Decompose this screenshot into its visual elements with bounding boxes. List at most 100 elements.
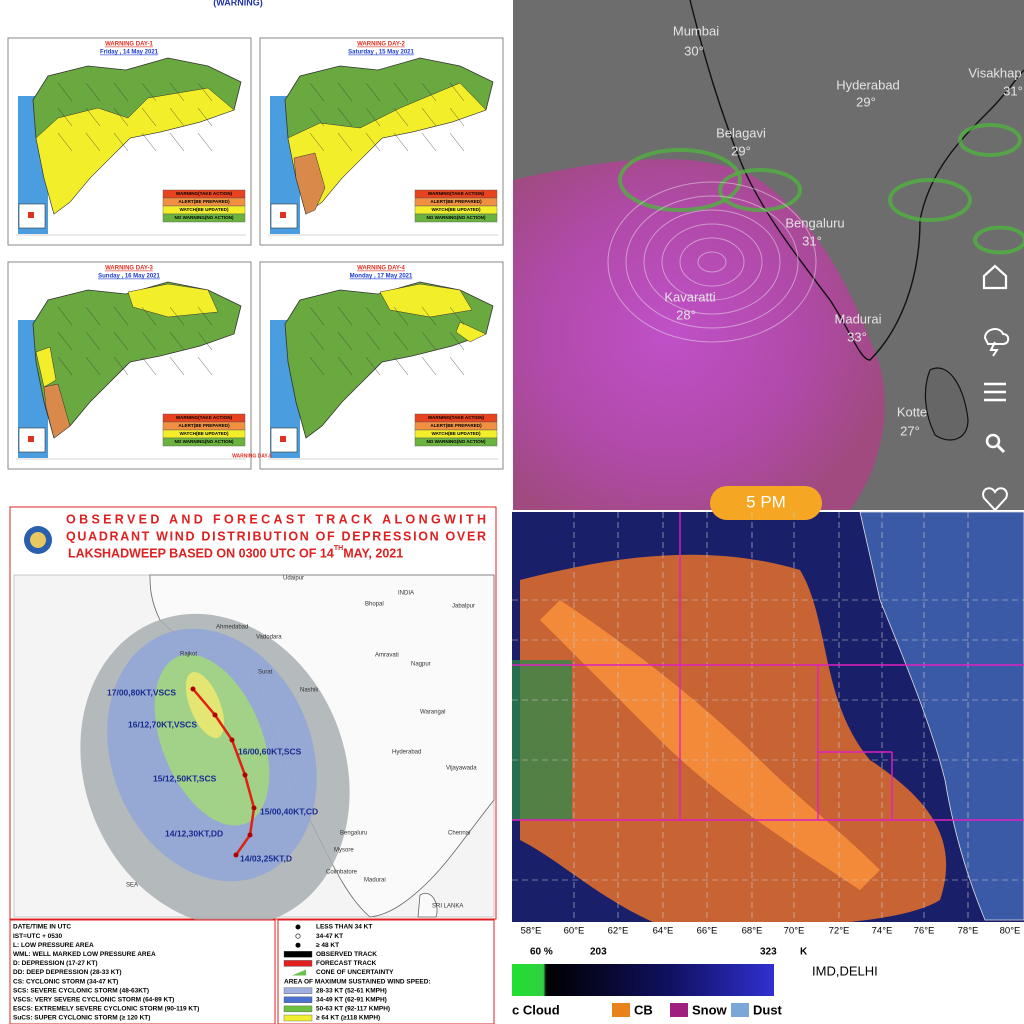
sri-lanka (924, 367, 969, 441)
district-border (85, 132, 101, 152)
district-border (169, 107, 185, 127)
note: WML: WELL MARKED LOW PRESSURE AREA (13, 951, 156, 958)
imd-logo-inner (30, 532, 46, 548)
legend-item: OBSERVED TRACK (316, 951, 377, 958)
district-border (309, 132, 325, 152)
district-border (85, 306, 101, 326)
place-label: INDIA (398, 591, 414, 597)
inset-mark (280, 436, 286, 442)
legend-item: LESS THAN 34 KT (316, 924, 372, 931)
wind-swirl (607, 181, 817, 343)
district-border (57, 356, 73, 376)
district-border (421, 82, 437, 102)
note: D: DEPRESSION (17-27 KT) (13, 960, 98, 967)
lon-label: 80°E (1000, 926, 1021, 937)
legend-swatch (612, 1003, 630, 1017)
panel-title: WARNING DAY-3 (105, 266, 153, 272)
district-border (421, 306, 437, 326)
lon-label: 58°E (521, 926, 542, 937)
note: IST=UTC + 0530 (13, 933, 63, 940)
home-icon[interactable] (982, 264, 1008, 290)
city-temp: 29° (856, 94, 876, 109)
district-border (365, 82, 381, 102)
legend-symbol (295, 924, 301, 930)
district-border (337, 306, 353, 326)
source-label: IMD,DELHI (812, 963, 878, 978)
place-label: SRI LANKA (432, 904, 463, 910)
time-pill (710, 486, 822, 520)
place-label: Rajkot (180, 652, 197, 658)
track-point (229, 737, 235, 743)
place-label: Coimbatore (326, 870, 358, 876)
footer: WARNING DAY-5 (232, 453, 272, 459)
track-label: 16/12,70KT,VSCS (128, 719, 197, 729)
legend-item: NO WARNING(NO ACTION) (174, 215, 234, 220)
track-point (233, 852, 239, 858)
place-label: Surat (258, 670, 273, 676)
legend-item: ALERT(BE PREPARED) (178, 199, 230, 204)
district-border (169, 331, 185, 351)
legend-item: 34-47 KT (316, 933, 343, 940)
legend-symbol (295, 933, 301, 939)
weather-icon[interactable] (983, 328, 1010, 357)
lon-label: 62°E (608, 926, 629, 937)
legend-item: WATCH(BE UPDATED) (431, 431, 481, 436)
district-border (449, 331, 465, 351)
district-border (393, 82, 409, 102)
legend-symbol (292, 969, 306, 976)
track-point (251, 805, 257, 811)
district-border (141, 306, 157, 326)
district-border (113, 306, 129, 326)
note: DATE/TIME IN UTC (13, 924, 71, 931)
district-border (393, 356, 409, 376)
panel-title: WARNING DAY-1 (105, 42, 153, 48)
legend-item: WARNING(TAKE ACTION) (428, 191, 485, 196)
legend-swatch (731, 1003, 749, 1017)
legend-item: 34-49 KT (62-91 KMPH) (316, 997, 387, 1004)
note: DD: DEEP DEPRESSION (28-33 KT) (13, 969, 122, 976)
place-label: Ahmedabad (216, 625, 248, 631)
search-icon[interactable] (985, 433, 1001, 449)
place-label: SEA (126, 883, 138, 889)
place-label: Madurai (364, 878, 386, 884)
city-name: Kotte (897, 404, 927, 419)
note: L: LOW PRESSURE AREA (13, 942, 94, 949)
warning-zone (127, 283, 219, 318)
district-border (337, 331, 353, 351)
favorite-icon[interactable] (982, 487, 1008, 512)
district-border (57, 82, 73, 102)
city-name: Madurai (835, 311, 882, 326)
panel-title: WARNING DAY-2 (357, 42, 405, 48)
wind-swirl (697, 251, 727, 273)
district-border (141, 331, 157, 351)
district-border (57, 306, 73, 326)
wind-swirl (643, 209, 781, 315)
legend-item: Snow (692, 1002, 728, 1017)
district-border (309, 107, 325, 127)
district-border (393, 107, 409, 127)
district-border (393, 132, 409, 152)
district-border (337, 107, 353, 127)
district-border (197, 356, 213, 376)
district-border (421, 331, 437, 351)
district-border (141, 107, 157, 127)
wind-swirl (679, 237, 745, 287)
cone-area (154, 654, 270, 826)
district-border (113, 82, 129, 102)
note: VSCS: VERY SEVERE CYCLONIC STORM (64-89 … (13, 997, 174, 1004)
colorbar-label: 60 % (530, 947, 553, 958)
district-border (393, 331, 409, 351)
legend-item: FORECAST TRACK (316, 960, 377, 967)
legend-item: ALERT(BE PREPARED) (178, 423, 230, 428)
legend-item: 50-63 KT (92-117 KMPH) (316, 1006, 390, 1013)
district-border (141, 356, 157, 376)
district-border (113, 132, 129, 152)
district-border (421, 132, 437, 152)
panel-date: Friday , 14 May 2021 (100, 50, 159, 56)
clear-air (512, 660, 572, 820)
panel-date: Monday , 17 May 2021 (350, 274, 413, 280)
district-border (421, 107, 437, 127)
city-temp: 28° (676, 307, 696, 322)
legend-symbol (283, 1005, 313, 1013)
district-border (57, 132, 73, 152)
